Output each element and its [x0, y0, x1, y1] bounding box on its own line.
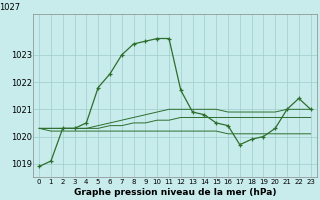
Text: 1027: 1027: [0, 3, 20, 12]
X-axis label: Graphe pression niveau de la mer (hPa): Graphe pression niveau de la mer (hPa): [74, 188, 276, 197]
